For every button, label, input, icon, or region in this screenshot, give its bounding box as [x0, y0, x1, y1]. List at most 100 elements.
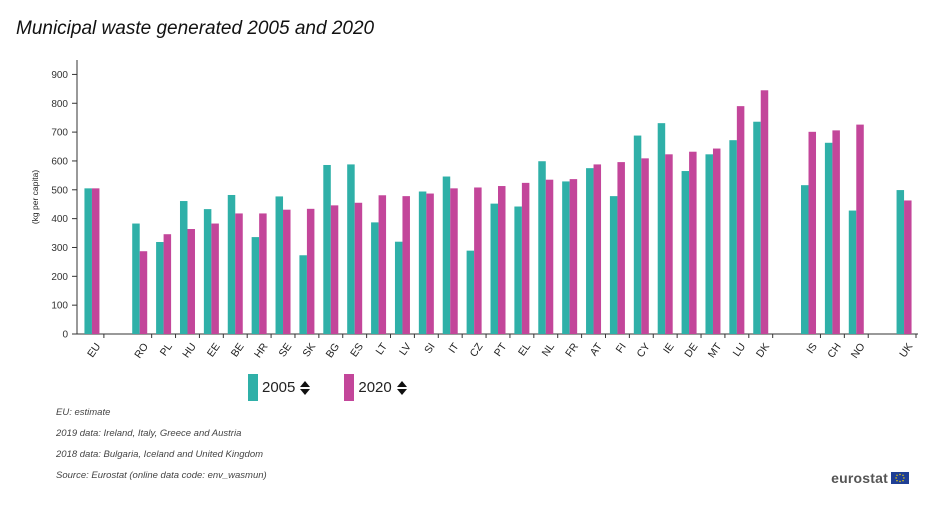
bar-2005-si [418, 191, 427, 334]
bar-2020-hu [187, 229, 195, 334]
bar-2005-hu [179, 201, 188, 334]
x-tick-label: CZ [468, 340, 486, 359]
bar-2020-uk [904, 200, 912, 334]
y-tick-label: 700 [51, 128, 68, 139]
bar-2005-dk [753, 121, 761, 334]
bar-2005-es [347, 164, 355, 334]
footnotes: EU: estimate 2019 data: Ireland, Italy, … [56, 406, 267, 490]
bar-2020-fr [569, 179, 578, 334]
bar-2005-cz [466, 250, 475, 334]
bar-2020-cy [641, 158, 649, 334]
legend-item-2020[interactable]: 2020 [344, 374, 407, 401]
y-tick-label: 100 [51, 301, 68, 312]
bar-2020-bg [330, 205, 339, 334]
legend-swatch-2020 [344, 374, 355, 401]
x-tick-label: FI [614, 341, 629, 356]
x-tick-label: BG [324, 341, 343, 360]
y-tick-label: 900 [51, 70, 68, 81]
y-tick-label: 600 [51, 156, 68, 167]
bar-2020-hr [259, 213, 267, 334]
y-tick-label: 0 [62, 330, 68, 341]
legend-swatch-2005 [248, 374, 258, 401]
bar-2020-el [521, 182, 530, 334]
bar-2005-cy [633, 135, 642, 334]
bar-2005-hr [251, 237, 260, 334]
x-tick-label: IT [446, 340, 462, 355]
bar-2005-sk [299, 255, 307, 334]
x-tick-label: PT [492, 340, 510, 358]
x-tick-label: DE [682, 341, 700, 360]
bar-2020-sk [306, 208, 315, 334]
bar-2005-fi [609, 196, 618, 334]
bar-2005-bg [323, 164, 331, 334]
x-tick-label: RO [132, 341, 151, 361]
x-tick-label: MT [706, 340, 725, 360]
bar-2020-fi [617, 162, 625, 334]
bar-2005-ro [132, 223, 140, 334]
bar-2020-ie [665, 154, 673, 334]
bar-2005-is [801, 185, 809, 334]
bar-2005-pl [156, 241, 164, 334]
bar-2020-se [283, 209, 291, 334]
x-tick-label: LU [731, 341, 749, 359]
x-tick-label: EE [205, 341, 223, 359]
logo-text: eurostat [831, 470, 888, 486]
bar-2020-mt [712, 148, 721, 334]
y-tick-label: 400 [51, 214, 68, 225]
sort-arrows-icon[interactable] [396, 380, 407, 396]
bar-2005-ie [657, 123, 666, 334]
bar-2020-lt [378, 195, 387, 334]
x-tick-label: ES [348, 341, 366, 359]
eu-flag-icon [891, 472, 909, 484]
bar-2005-ch [824, 142, 833, 334]
bar-2005-nl [538, 161, 546, 334]
bar-2020-pl [163, 234, 172, 334]
x-tick-label: BE [229, 341, 247, 359]
bar-2005-eu [84, 188, 92, 334]
x-tick-label: CY [634, 341, 652, 360]
bar-2020-it [450, 188, 458, 334]
bar-2005-mt [705, 154, 713, 334]
bar-2020-ee [211, 223, 219, 334]
bar-2005-lu [729, 140, 737, 334]
x-tick-label: SK [300, 341, 318, 359]
bar-2005-lv [394, 241, 403, 334]
y-tick-label: 300 [51, 243, 68, 254]
bar-chart: 0 100 200 300 400 500 600 700 800 900 (kg per capi… [30, 60, 918, 361]
x-tick-label: FR [563, 341, 581, 360]
bar-2005-el [514, 206, 522, 334]
x-tick-label: NL [540, 341, 558, 359]
bar-2020-pt [498, 186, 506, 334]
x-tick-label: CH [825, 341, 844, 360]
sort-arrows-icon[interactable] [300, 380, 311, 396]
x-tick-label: PL [158, 341, 175, 359]
x-tick-label: EU [85, 341, 103, 360]
bar-2020-be [235, 213, 243, 334]
eurostat-logo: eurostat [831, 470, 909, 486]
x-tick-label: LV [397, 341, 414, 358]
bar-2020-at [593, 164, 602, 334]
bar-2005-no [848, 210, 857, 334]
x-tick-label: SI [422, 341, 438, 356]
bar-2005-ee [203, 209, 212, 334]
y-axis-label: (kg per capita) [30, 170, 40, 224]
bar-2020-dk [760, 90, 769, 334]
bar-2005-fr [562, 181, 570, 334]
bar-2020-de [689, 151, 697, 334]
y-tick-label: 800 [51, 99, 68, 110]
bar-2020-lv [402, 196, 410, 334]
bar-2005-at [586, 168, 594, 334]
legend-item-2005[interactable]: 2005 [248, 374, 311, 401]
x-tick-label: NO [849, 341, 868, 361]
footnote: Source: Eurostat (online data code: env_… [56, 470, 267, 481]
legend: 2005 2020 [248, 374, 407, 401]
x-tick-label: EL [516, 341, 533, 359]
bar-2020-es [354, 202, 363, 334]
bar-2020-lu [736, 106, 745, 334]
footnote: 2018 data: Bulgaria, Iceland and United … [56, 449, 264, 460]
legend-label-2020: 2020 [358, 379, 392, 396]
x-tick-label: SE [277, 341, 295, 359]
x-tick-label: LT [374, 340, 391, 357]
x-tick-label: AT [588, 340, 605, 358]
footnote: 2019 data: Ireland, Italy, Greece and Au… [56, 428, 242, 439]
